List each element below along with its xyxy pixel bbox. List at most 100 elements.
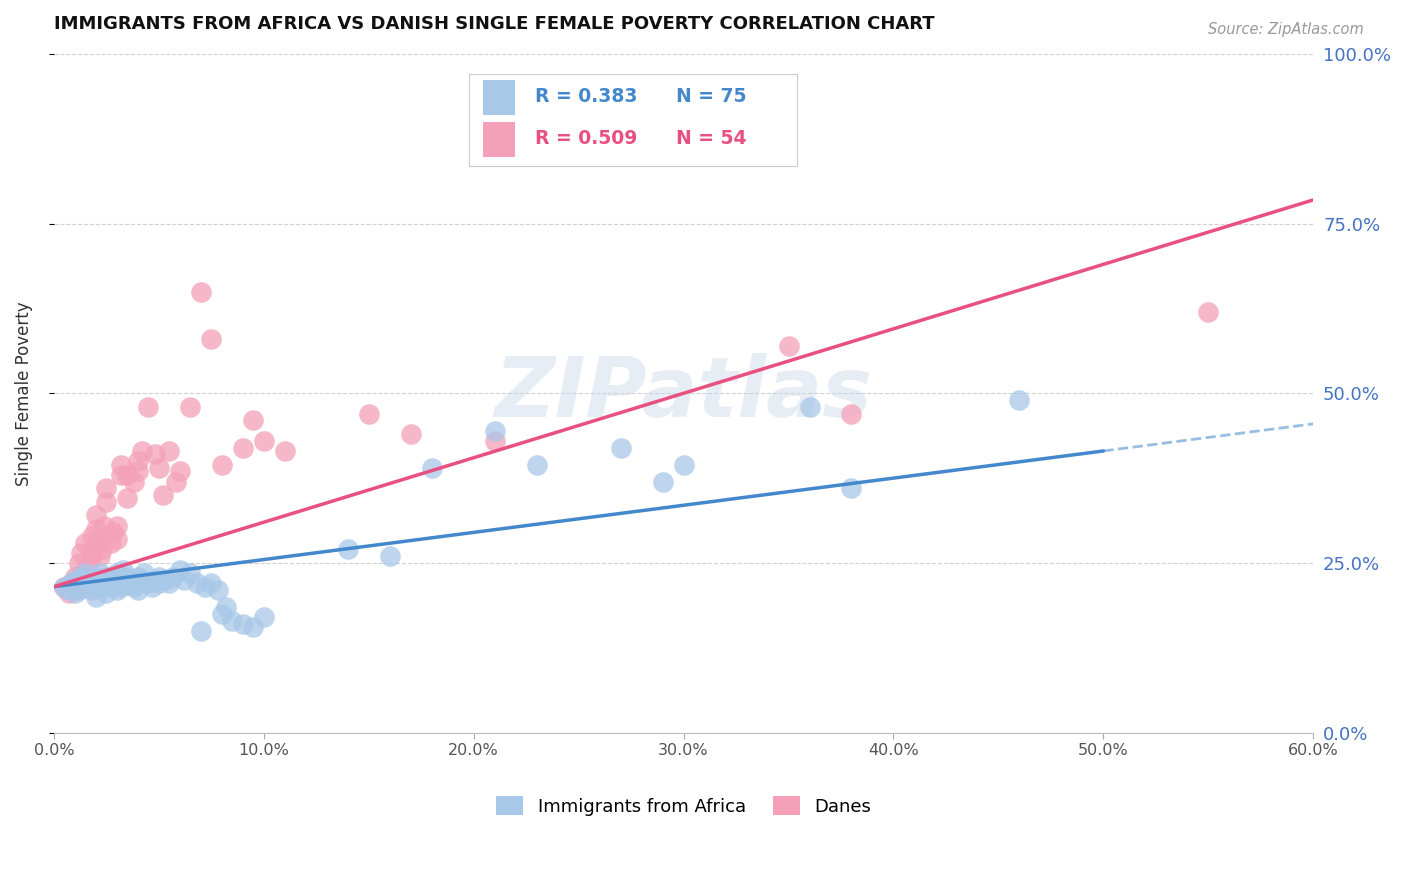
Point bbox=[357, 407, 380, 421]
Point bbox=[93, 576, 115, 591]
Y-axis label: Single Female Poverty: Single Female Poverty bbox=[15, 301, 32, 485]
Point bbox=[378, 549, 401, 563]
Point bbox=[207, 583, 229, 598]
Point bbox=[70, 569, 93, 583]
Point bbox=[105, 518, 128, 533]
Point bbox=[110, 458, 132, 472]
Point bbox=[75, 580, 97, 594]
Point bbox=[153, 573, 176, 587]
Point bbox=[63, 569, 86, 583]
Point bbox=[179, 566, 201, 581]
Point bbox=[186, 576, 208, 591]
Point bbox=[67, 576, 90, 591]
Point bbox=[157, 576, 180, 591]
Point bbox=[110, 467, 132, 482]
Point bbox=[122, 475, 145, 489]
Point bbox=[80, 529, 103, 543]
Point bbox=[96, 481, 118, 495]
Point bbox=[399, 427, 422, 442]
Point bbox=[58, 586, 80, 600]
Point bbox=[80, 580, 103, 594]
Point bbox=[91, 542, 114, 557]
Point bbox=[232, 441, 254, 455]
Point bbox=[75, 563, 97, 577]
Point bbox=[80, 546, 103, 560]
Point bbox=[609, 441, 631, 455]
Point bbox=[127, 569, 149, 583]
Point bbox=[200, 576, 222, 591]
Point bbox=[420, 461, 443, 475]
Point bbox=[58, 583, 80, 598]
Point bbox=[242, 620, 264, 634]
Point bbox=[63, 573, 86, 587]
Point bbox=[132, 566, 155, 581]
Point bbox=[96, 569, 118, 583]
Point bbox=[70, 546, 93, 560]
Point bbox=[105, 573, 128, 587]
Point bbox=[75, 535, 97, 549]
Point bbox=[484, 424, 506, 438]
Point bbox=[117, 467, 139, 482]
Point bbox=[75, 573, 97, 587]
Point bbox=[80, 583, 103, 598]
Point bbox=[89, 573, 111, 587]
Point bbox=[110, 580, 132, 594]
Point bbox=[190, 624, 212, 638]
Point bbox=[75, 566, 97, 581]
Point bbox=[157, 444, 180, 458]
Point bbox=[200, 332, 222, 346]
Point bbox=[84, 508, 107, 523]
Point bbox=[143, 573, 166, 587]
Point bbox=[179, 400, 201, 414]
Point bbox=[215, 600, 238, 615]
Point bbox=[117, 491, 139, 506]
Point bbox=[143, 447, 166, 461]
Point bbox=[136, 576, 159, 591]
Point bbox=[63, 580, 86, 594]
Point bbox=[165, 475, 187, 489]
Text: Source: ZipAtlas.com: Source: ZipAtlas.com bbox=[1208, 22, 1364, 37]
Point bbox=[253, 434, 276, 448]
Point bbox=[89, 549, 111, 563]
Point bbox=[162, 569, 184, 583]
Text: IMMIGRANTS FROM AFRICA VS DANISH SINGLE FEMALE POVERTY CORRELATION CHART: IMMIGRANTS FROM AFRICA VS DANISH SINGLE … bbox=[53, 15, 935, 33]
Point bbox=[53, 580, 76, 594]
Point bbox=[105, 532, 128, 546]
Point bbox=[96, 495, 118, 509]
Point bbox=[1197, 305, 1219, 319]
Point bbox=[84, 569, 107, 583]
Point bbox=[79, 576, 101, 591]
Point bbox=[221, 614, 243, 628]
Point bbox=[84, 590, 107, 604]
Point bbox=[122, 580, 145, 594]
Point bbox=[59, 576, 82, 591]
Point bbox=[242, 413, 264, 427]
Point bbox=[799, 400, 821, 414]
Legend: Immigrants from Africa, Danes: Immigrants from Africa, Danes bbox=[489, 789, 879, 823]
Point bbox=[63, 586, 86, 600]
Point bbox=[336, 542, 359, 557]
Point bbox=[67, 556, 90, 570]
Text: ZIPatlas: ZIPatlas bbox=[495, 353, 873, 434]
Point bbox=[253, 610, 276, 624]
Point bbox=[89, 566, 111, 581]
Point bbox=[117, 569, 139, 583]
Point bbox=[89, 532, 111, 546]
Point bbox=[110, 573, 132, 587]
Point bbox=[93, 518, 115, 533]
Point bbox=[112, 563, 135, 577]
Point bbox=[84, 539, 107, 553]
Point bbox=[121, 573, 143, 587]
Point bbox=[152, 488, 174, 502]
Point bbox=[211, 607, 233, 621]
Point bbox=[117, 576, 139, 591]
Point bbox=[105, 583, 128, 598]
Point bbox=[672, 458, 695, 472]
Point bbox=[53, 580, 76, 594]
Point bbox=[96, 580, 118, 594]
Point bbox=[173, 573, 195, 587]
Point bbox=[194, 580, 217, 594]
Point bbox=[148, 461, 170, 475]
Point bbox=[169, 563, 191, 577]
Point bbox=[127, 576, 149, 591]
